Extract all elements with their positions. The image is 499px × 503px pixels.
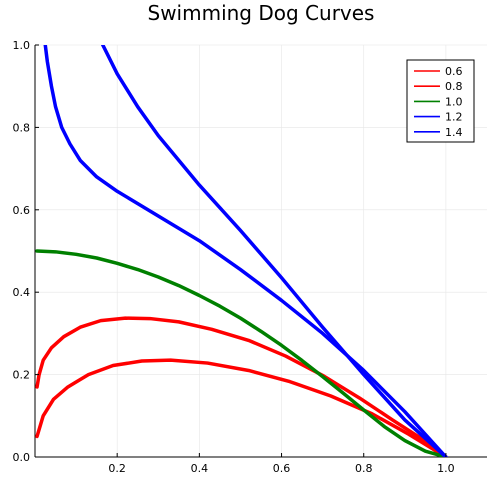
legend-label: 0.6 xyxy=(445,65,463,78)
y-tick-label: 0.2 xyxy=(13,369,31,382)
series-layer xyxy=(35,45,448,457)
x-tick-label: 0.4 xyxy=(191,462,209,475)
y-tick-label: 0.4 xyxy=(13,286,31,299)
series-line-1-4 xyxy=(101,45,448,457)
x-tick-label: 0.8 xyxy=(355,462,373,475)
x-tick-label: 0.6 xyxy=(273,462,291,475)
series-line-0-8 xyxy=(35,316,448,457)
chart-title: Swimming Dog Curves xyxy=(148,1,375,25)
x-tick-label: 0.2 xyxy=(108,462,126,475)
x-tick-label: 1.0 xyxy=(437,462,455,475)
legend-label: 1.4 xyxy=(445,126,463,139)
legend-label: 1.2 xyxy=(445,111,463,124)
y-tick-label: 1.0 xyxy=(13,39,31,52)
y-tick-label: 0.6 xyxy=(13,204,31,217)
legend-label: 1.0 xyxy=(445,95,463,108)
y-tick-label: 0.8 xyxy=(13,121,31,134)
axes-layer xyxy=(34,45,487,458)
series-line-1-2 xyxy=(43,45,448,457)
series-line-0-6 xyxy=(35,358,448,457)
chart-legend: 0.6 0.8 1.0 1.2 1.4 xyxy=(406,59,475,143)
ticks-layer: 0.2 0.4 0.6 0.8 1.0 0.0 0.2 0.4 0.6 0.8 1.0 xyxy=(13,39,455,475)
series-line-1-0 xyxy=(35,249,448,457)
y-tick-label: 0.0 xyxy=(13,451,31,464)
legend-label: 0.8 xyxy=(445,80,463,93)
